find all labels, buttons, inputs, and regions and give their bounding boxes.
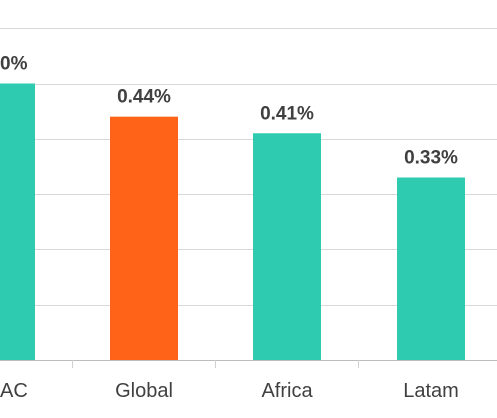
bar-apac [0,83,35,360]
bar-global [110,116,178,361]
category-label: Global [115,380,173,402]
data-label: 0.44% [117,87,171,108]
data-labels: 0% 0.44% 0.41% 0.33% [0,54,458,169]
bars [0,83,465,361]
category-label: Latam [403,380,459,402]
data-label: 0% [0,54,28,75]
data-label: 0.41% [260,103,314,124]
category-label: AC [0,380,28,402]
bar-africa [253,133,321,360]
x-axis: AC Global Africa Latam [0,360,497,402]
category-label: Africa [261,380,313,402]
data-label: 0.33% [404,148,458,169]
bar-latam [397,177,465,360]
